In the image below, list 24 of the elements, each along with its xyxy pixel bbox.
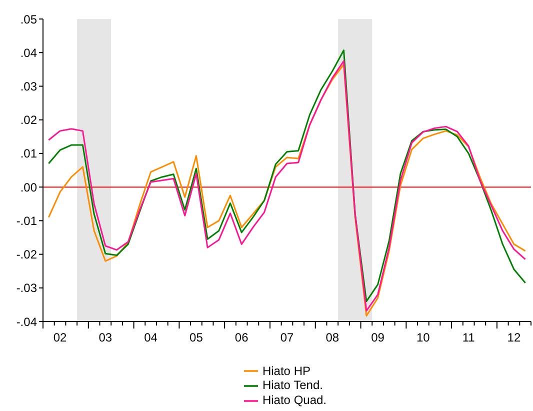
x-tick-label: 12 (507, 330, 521, 345)
y-tick-label: .01 (20, 146, 38, 161)
legend-label: Hiato Quad. (262, 393, 327, 408)
x-tick-label: 11 (462, 330, 476, 345)
y-tick-label: -.02 (16, 248, 38, 262)
y-tick-label: .03 (20, 79, 38, 94)
x-tick-label: 06 (234, 330, 249, 345)
x-tick-label: 05 (190, 330, 204, 345)
x-tick-label: 10 (416, 330, 430, 345)
y-tick-label: .00 (20, 180, 38, 194)
x-tick-label: 09 (371, 330, 385, 345)
y-tick-label: .04 (20, 46, 38, 60)
y-tick-label: -.03 (16, 281, 38, 296)
legend-label: Hiato Tend. (262, 378, 323, 392)
y-tick-label: -.01 (16, 214, 38, 228)
y-tick-label: .05 (20, 12, 38, 26)
x-tick-label: 08 (326, 330, 340, 345)
x-tick-label: 04 (144, 330, 158, 345)
x-tick-label: 02 (53, 330, 68, 345)
y-tick-label: -.04 (16, 314, 38, 329)
x-tick-label: 07 (280, 330, 294, 345)
x-tick-label: 03 (98, 330, 112, 345)
legend-label: Hiato HP (262, 364, 310, 378)
y-tick-label: .02 (20, 113, 38, 128)
